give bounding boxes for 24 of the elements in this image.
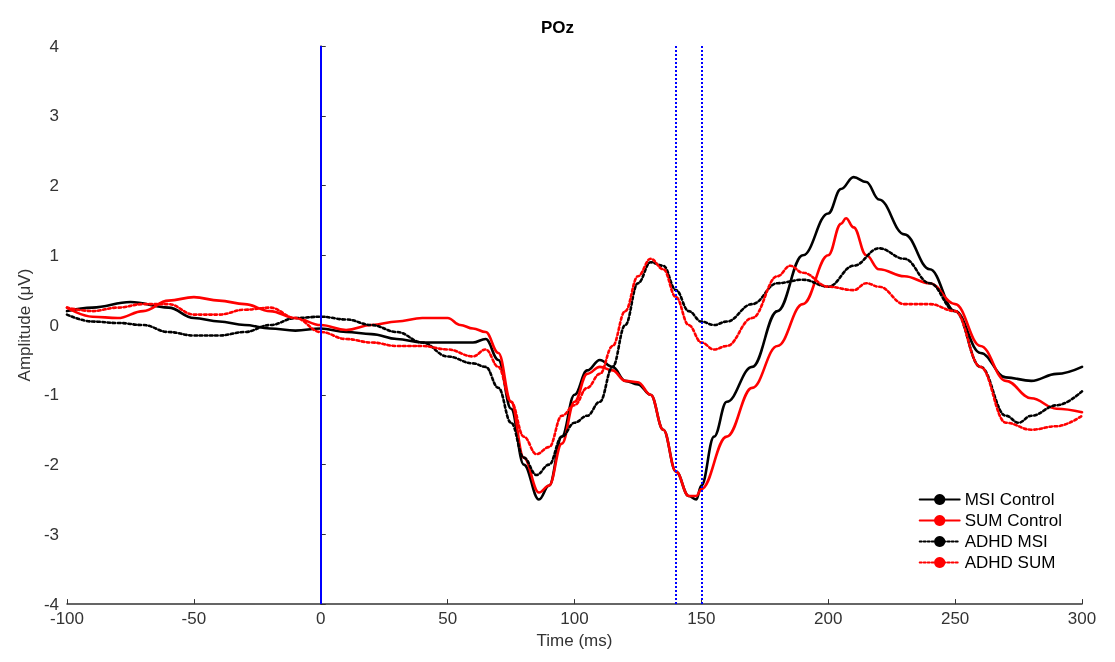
- y-tick-label: -2: [43, 455, 60, 475]
- y-axis-title: Amplitude (μV): [15, 268, 34, 382]
- x-tick-label: 50: [438, 609, 458, 629]
- legend-label: MSI Control: [964, 490, 1055, 509]
- y-tick-label: -3: [43, 524, 60, 544]
- legend-label: ADHD MSI: [964, 532, 1048, 551]
- y-tick-label: 1: [49, 245, 60, 265]
- x-tick-label: 300: [1067, 609, 1097, 629]
- x-tick-label: 0: [316, 609, 326, 629]
- y-tick-label: 0: [49, 315, 60, 335]
- x-tick-label: 100: [560, 609, 589, 629]
- y-tick-label: -1: [43, 385, 60, 405]
- x-tick-label: 250: [940, 609, 970, 629]
- y-tick-label: 4: [49, 36, 60, 56]
- x-tick-label: -50: [181, 609, 207, 629]
- x-axis-title: Time (ms): [536, 631, 613, 650]
- x-tick-label: 150: [687, 609, 716, 629]
- x-tick-label: -100: [50, 609, 85, 629]
- chart-title: POz: [540, 18, 575, 37]
- x-tick-label: 200: [814, 609, 843, 629]
- y-tick-label: 2: [49, 176, 60, 196]
- legend-label: ADHD SUM: [964, 553, 1056, 572]
- y-tick-label: 3: [49, 106, 60, 126]
- legend-label: SUM Control: [964, 511, 1063, 530]
